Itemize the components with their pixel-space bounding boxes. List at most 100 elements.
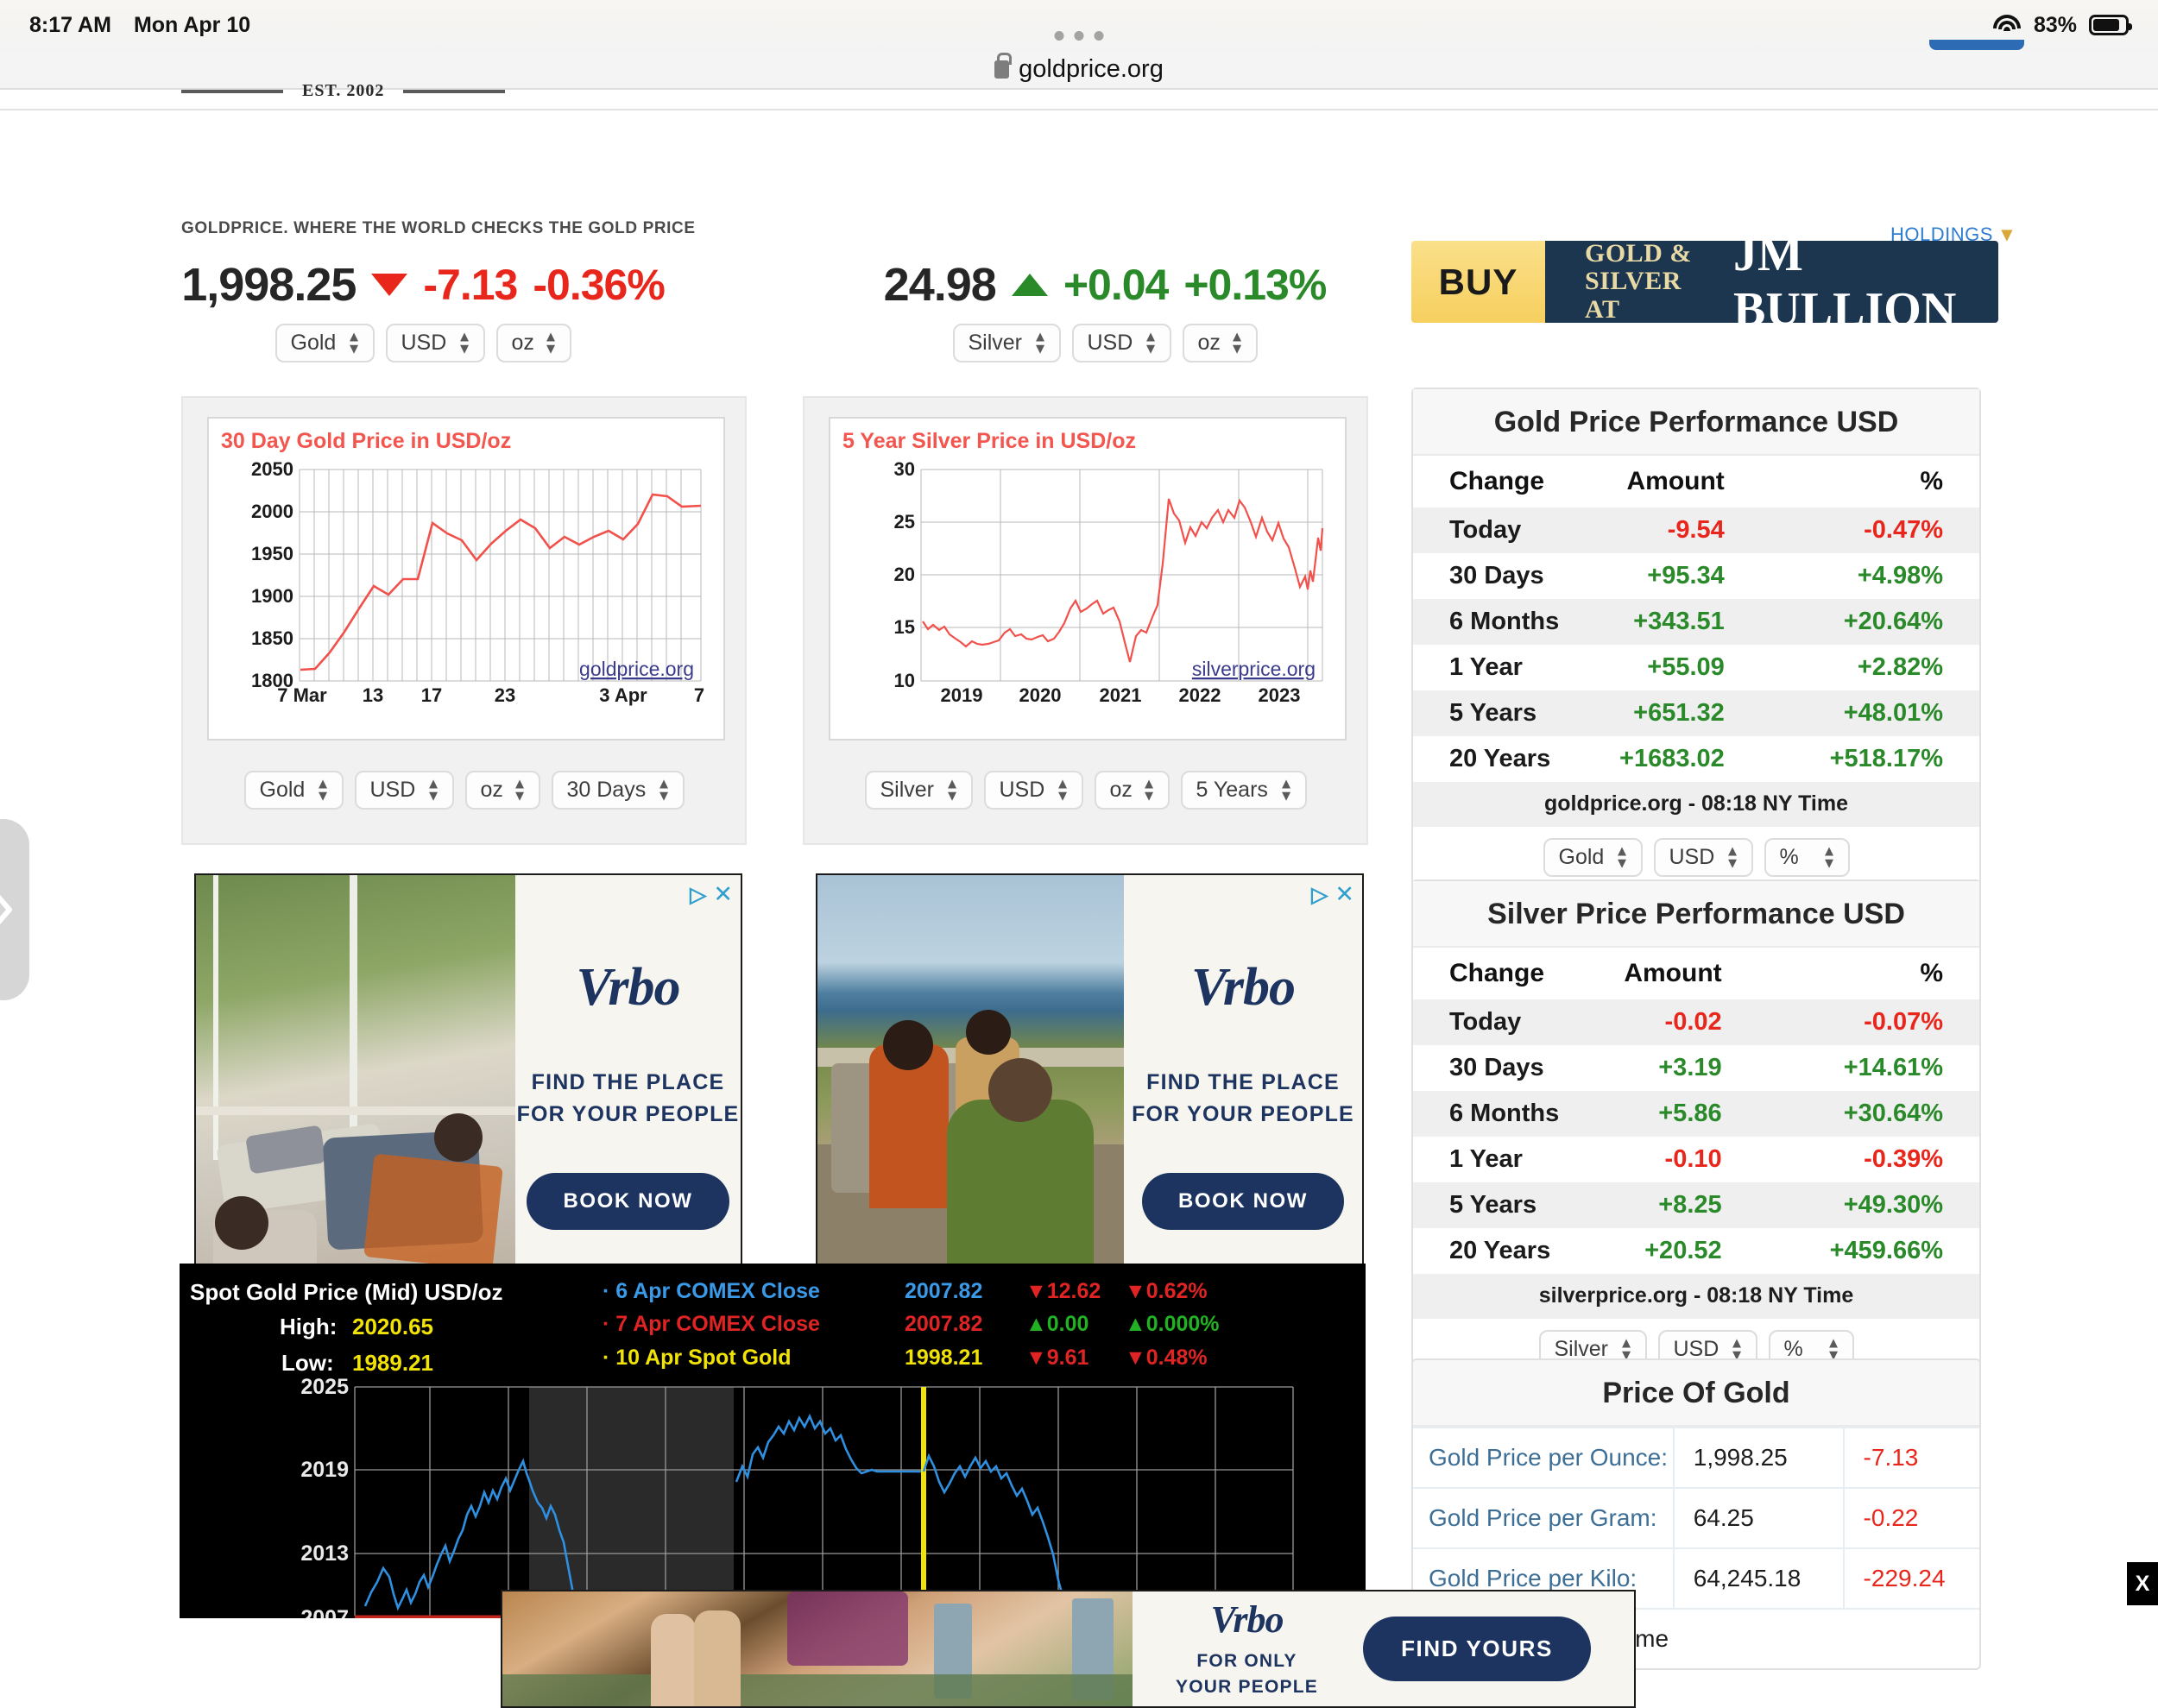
svg-text:1900: 1900 [251,585,293,607]
close-icon[interactable]: ✕ [1335,881,1354,907]
gold-perf-currency-select[interactable]: USD [1653,838,1753,877]
ad-right-book-now-button[interactable]: BOOK NOW [1141,1172,1345,1230]
silver-chart-weight-select[interactable]: oz [1094,771,1170,810]
gold-metal-select[interactable]: Gold [274,324,375,362]
svg-text:2019: 2019 [300,1458,349,1482]
gold-chart-weight-select[interactable]: oz [464,771,540,810]
silver-weight-select[interactable]: oz [1182,324,1258,362]
svg-text:1950: 1950 [251,543,293,564]
gold-chart-metal-select-wrap[interactable]: Gold ▲ ▼ [243,771,344,810]
ad-right-controls[interactable]: ▷ ✕ [1311,881,1354,908]
ad-dismiss-button[interactable]: X [2127,1562,2158,1605]
table-row: Today -0.02 -0.07% [1413,999,1979,1045]
silver-weight-select-wrap[interactable]: oz ▲ ▼ [1182,324,1258,362]
ad-left-line2: FOR YOUR PEOPLE [516,1101,740,1126]
row-pct: +30.64% [1799,1091,1979,1137]
gold-chart-weight-select-wrap[interactable]: oz ▲ ▼ [464,771,540,810]
row-label: 6 Months [1413,599,1587,645]
row-label: 30 Days [1449,1054,1544,1081]
row-label[interactable]: Gold Price per Ounce: [1413,1427,1674,1488]
gold-trend-down-icon [371,274,408,296]
site-tagline: GOLDPRICE. WHERE THE WORLD CHECKS THE GO… [181,219,696,237]
silver-price: 24.98 [883,259,997,311]
ad-left-vrbo[interactable]: ▷ ✕ Vrbo FIND THE PLACE FOR YOUR PEOPLE … [194,873,742,1314]
gold-currency-select[interactable]: USD [385,324,485,362]
row-label[interactable]: Gold Price per Gram: [1413,1487,1674,1548]
tab-overview-dots-icon[interactable] [1054,31,1104,41]
gold-weight-select[interactable]: oz [495,324,571,362]
legend-name: 10 Apr Spot Gold [615,1346,792,1370]
svg-text:13: 13 [363,684,383,706]
gold-chart-currency-select[interactable]: USD [354,771,454,810]
jm-bullion-banner[interactable]: BUY GOLD & SILVER AT JM BULLION [1411,241,1998,323]
silver-chart-metal-select[interactable]: Silver [864,771,973,810]
ad-left-book-now-button[interactable]: BOOK NOW [527,1172,729,1230]
close-icon[interactable]: ✕ [713,881,733,907]
svg-text:20: 20 [894,564,915,585]
browser-tab-indicator[interactable] [1929,40,2024,50]
row-pct: +459.66% [1829,1237,1943,1264]
silver-chart-metal-select-wrap[interactable]: Silver ▲ ▼ [864,771,973,810]
svg-text:2000: 2000 [251,501,293,522]
gold-change-pct: -0.36% [533,261,665,309]
adchoices-icon[interactable]: ▷ [690,882,707,907]
row-amount: +343.51 [1586,599,1802,645]
page-content: EST. 2002 GOLDPRICE. WHERE THE WORLD CHE… [0,81,2158,1708]
silver-chart-range-select-wrap[interactable]: 5 Years ▲ ▼ [1180,771,1307,810]
table-row: 5 Years +651.32 +48.01% [1413,690,1979,736]
gold-perf-metal-select[interactable]: Gold [1543,838,1643,877]
gold-perf-metal-select-wrap[interactable]: Gold ▲ ▼ [1543,838,1643,877]
silver-chart-range-select[interactable]: 5 Years [1180,771,1307,810]
silver-quote-block: 24.98 +0.04 +0.13% Silver ▲ ▼ USD ▲ ▼ oz ▲… [863,258,1347,362]
spot-high-label: High: [280,1314,338,1339]
gold-chart-currency-select-wrap[interactable]: USD ▲ ▼ [354,771,454,810]
silver-currency-select[interactable]: USD [1071,324,1171,362]
row-change: -229.24 [1842,1547,1979,1608]
ad-bottom-vrbo[interactable]: Vrbo FOR ONLY YOUR PEOPLE FIND YOURS ▷ ✕ [501,1590,1636,1708]
gold-perf-unit-select[interactable]: % [1764,838,1850,877]
row-pct: +20.64% [1801,599,1979,645]
gold-currency-select-wrap[interactable]: USD ▲ ▼ [385,324,485,362]
gold-perf-unit-select-wrap[interactable]: % ▲ ▼ [1764,838,1850,877]
row-label: 1 Year [1449,653,1523,681]
ad-left-panel[interactable]: ▷ ✕ Vrbo FIND THE PLACE FOR YOUR PEOPLE … [515,875,741,1312]
gold-perf-currency-select-wrap[interactable]: USD ▲ ▼ [1653,838,1753,877]
adchoices-icon[interactable]: ▷ [1311,882,1328,907]
gold-chart-range-select[interactable]: 30 Days [551,771,685,810]
row-change: -0.22 [1842,1487,1979,1548]
gold-weight-select-wrap[interactable]: oz ▲ ▼ [495,324,571,362]
ad-bottom-find-yours-button[interactable]: FIND YOURS [1363,1617,1591,1681]
silver-chart-currency-select-wrap[interactable]: USD ▲ ▼ [983,771,1083,810]
gold-performance-controls: Gold ▲ ▼ USD ▲ ▼ % ▲ ▼ [1413,827,1979,890]
legend-name: 7 Apr COMEX Close [615,1312,820,1336]
svg-text:2021: 2021 [1100,684,1142,706]
silver-chart-weight-select-wrap[interactable]: oz ▲ ▼ [1094,771,1170,810]
silver-chart-plot: 30 25 20 15 10 silverprice.org 2019 2020 [894,460,1324,706]
ad-right-vrbo[interactable]: ▷ ✕ Vrbo FIND THE PLACE FOR YOUR PEOPLE … [816,873,1364,1314]
row-amount: +1683.02 [1619,745,1725,772]
ad-bottom-panel[interactable]: Vrbo FOR ONLY YOUR PEOPLE FIND YOURS ▷ ✕ [1133,1591,1634,1706]
silver-currency-select-wrap[interactable]: USD ▲ ▼ [1071,324,1171,362]
ad-left-controls[interactable]: ▷ ✕ [690,881,733,908]
ad-right-line2: FOR YOUR PEOPLE [1132,1101,1354,1126]
status-time: 8:17 AM [29,12,111,37]
silver-metal-select[interactable]: Silver [952,324,1061,362]
spot-low-value: 1989.21 [352,1350,433,1376]
silver-change: +0.04 [1063,261,1170,309]
ad-right-photo [817,875,1124,1312]
silver-chart-currency-select[interactable]: USD [983,771,1083,810]
browser-url-bar[interactable]: goldprice.org [0,31,2158,90]
side-drawer-handle[interactable] [0,819,29,1000]
table-row: 6 Months +343.51 +20.64% [1413,599,1979,645]
row-label: 1 Year [1449,1145,1523,1173]
ad-right-panel[interactable]: ▷ ✕ Vrbo FIND THE PLACE FOR YOUR PEOPLE … [1124,875,1362,1312]
silver-change-pct: +0.13% [1183,261,1327,309]
gold-chart-range-select-wrap[interactable]: 30 Days ▲ ▼ [551,771,685,810]
spot-legend-0-pct: ▼0.62% [1125,1279,1208,1303]
jm-line2: SILVER AT [1585,267,1682,323]
gold-metal-select-wrap[interactable]: Gold ▲ ▼ [274,324,375,362]
col-amount: Amount [1624,959,1722,987]
row-amount: +651.32 [1586,690,1802,736]
gold-chart-metal-select[interactable]: Gold [243,771,344,810]
silver-metal-select-wrap[interactable]: Silver ▲ ▼ [952,324,1061,362]
